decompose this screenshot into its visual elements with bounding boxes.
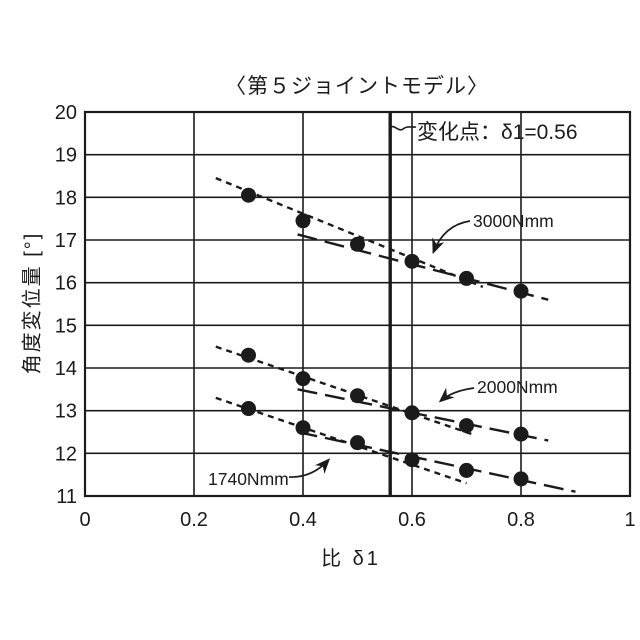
data-point-3000Nmm — [350, 236, 365, 252]
data-point-1740Nmm — [295, 420, 311, 436]
data-point-2000Nmm — [295, 371, 311, 387]
x-tick-label: 1 — [624, 509, 635, 531]
y-tick-label: 16 — [55, 273, 77, 295]
y-tick-label: 18 — [55, 187, 77, 209]
data-point-1740Nmm — [513, 471, 529, 487]
data-point-3000Nmm — [295, 213, 311, 229]
y-axis-label: 角度変位量 [°] — [21, 231, 44, 375]
fit-line-long-dash-1740Nmm — [297, 430, 576, 493]
fit-line-dotted-3000Nmm — [215, 177, 484, 289]
data-point-1740Nmm — [404, 452, 420, 468]
y-tick-label: 14 — [55, 358, 77, 380]
x-axis-label: 比 δ1 — [321, 548, 381, 570]
data-point-2000Nmm — [513, 426, 529, 442]
x-tick-label: 0.6 — [398, 509, 426, 531]
fit-line-long-dash-3000Nmm — [297, 233, 549, 301]
data-point-1740Nmm — [350, 435, 365, 451]
data-point-3000Nmm — [241, 187, 256, 203]
callout-arrow-3000Nmm — [432, 220, 471, 255]
data-point-2000Nmm — [404, 405, 420, 421]
y-tick-label: 19 — [55, 145, 77, 167]
data-point-2000Nmm — [241, 347, 256, 363]
data-point-1740Nmm — [459, 462, 474, 478]
y-tick-label: 11 — [56, 486, 77, 508]
fit-line-long-dash-2000Nmm — [297, 388, 549, 442]
series-label-3000Nmm: 3000Nmm — [473, 211, 554, 231]
data-point-1740Nmm — [241, 401, 256, 417]
y-tick-label: 13 — [55, 401, 77, 423]
callout-arrow-1740Nmm — [288, 458, 331, 478]
x-tick-label: 0.2 — [180, 509, 208, 531]
y-tick-label: 15 — [55, 315, 77, 337]
y-tick-label: 20 — [55, 102, 77, 124]
y-tick-label: 17 — [55, 230, 77, 252]
series-label-1740Nmm: 1740Nmm — [208, 469, 289, 489]
plot-border — [83, 110, 632, 498]
callout-arrow-2000Nmm — [438, 387, 475, 403]
fit-line-dotted-2000Nmm — [215, 345, 473, 436]
data-point-2000Nmm — [350, 388, 365, 404]
data-point-3000Nmm — [513, 283, 529, 299]
data-point-2000Nmm — [459, 418, 474, 434]
change-point-annotation: 変化点：δ1=0.56 — [417, 121, 578, 144]
annotation-leader-line — [388, 125, 417, 131]
data-point-3000Nmm — [459, 270, 474, 286]
y-tick-label: 12 — [55, 443, 77, 465]
x-tick-label: 0.8 — [507, 509, 535, 531]
chart-title: 〈第５ジョイントモデル〉 — [225, 75, 489, 98]
x-tick-label: 0 — [79, 509, 90, 531]
x-tick-label: 0.4 — [289, 509, 317, 531]
data-point-3000Nmm — [404, 253, 420, 269]
series-label-2000Nmm: 2000Nmm — [477, 377, 558, 397]
